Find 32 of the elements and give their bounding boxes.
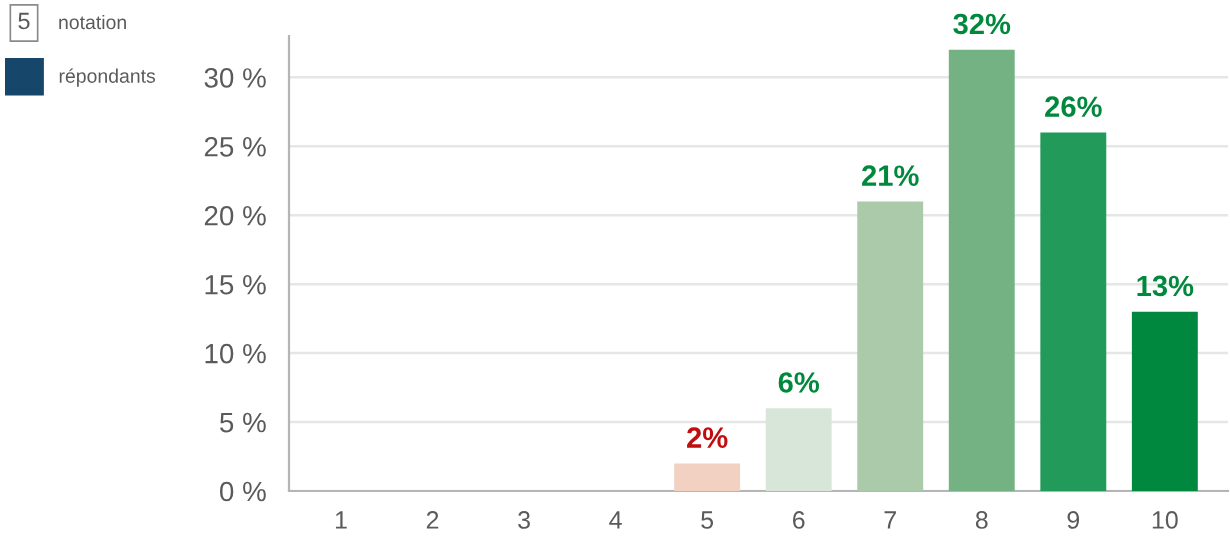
x-tick-label: 1 bbox=[335, 511, 347, 529]
y-tick-label: 5 % bbox=[220, 412, 266, 433]
bar bbox=[857, 201, 924, 491]
bar bbox=[765, 408, 832, 491]
x-tick-label: 5 bbox=[701, 511, 714, 529]
x-tick-label: 9 bbox=[1067, 511, 1080, 529]
y-tick-label: 25 % bbox=[204, 136, 266, 157]
x-tick-label: 10 bbox=[1152, 511, 1178, 529]
data-label: 32% bbox=[953, 13, 1011, 35]
data-label: 6% bbox=[778, 372, 819, 393]
data-label: 26% bbox=[1045, 96, 1102, 118]
text: répondants bbox=[59, 68, 156, 87]
y-tick-label: 15 % bbox=[205, 274, 266, 295]
x-axis-title: notation bbox=[59, 14, 126, 30]
text: 5 bbox=[18, 12, 30, 30]
x-tick-label: 7 bbox=[884, 511, 896, 529]
x-tick-label: 3 bbox=[518, 511, 530, 529]
x-tick-label: 6 bbox=[793, 511, 805, 529]
data-label: 13% bbox=[1137, 275, 1194, 297]
bar bbox=[1040, 132, 1107, 491]
bar bbox=[948, 49, 1015, 491]
x-tick-label: 2 bbox=[426, 511, 439, 529]
data-label: 21% bbox=[862, 165, 919, 186]
x-tick-label: 8 bbox=[975, 511, 988, 529]
y-tick-label: 10 % bbox=[205, 343, 266, 364]
data-label: 2% bbox=[687, 427, 728, 448]
y-tick-label: 30 % bbox=[204, 68, 266, 88]
bar bbox=[1131, 311, 1198, 491]
bar bbox=[674, 463, 741, 491]
y-tick-label: 20 % bbox=[204, 205, 266, 226]
y-tick-label: 0 % bbox=[220, 481, 266, 502]
x-tick-label: 4 bbox=[609, 511, 622, 529]
